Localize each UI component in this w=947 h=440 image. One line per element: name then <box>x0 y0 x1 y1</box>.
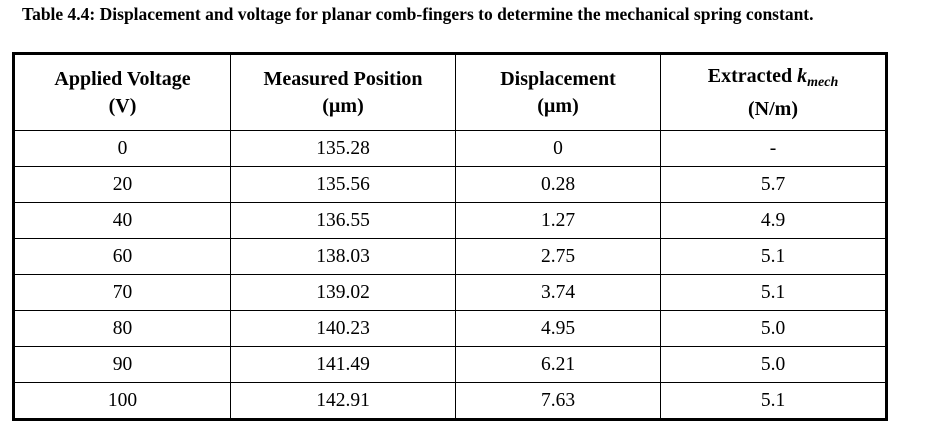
table-cell: 1.27 <box>455 202 661 239</box>
header-cell: Displacement (µm) <box>455 53 661 131</box>
table-cell: 5.1 <box>660 274 887 311</box>
table-cell: 139.02 <box>230 274 456 311</box>
table-cell: - <box>660 130 887 167</box>
table-cell: 6.21 <box>455 346 661 383</box>
header-subscript: mech <box>807 74 839 90</box>
header-unit: (V) <box>108 94 137 117</box>
header-cell: Measured Position (µm) <box>230 53 456 131</box>
table-caption: Table 4.4: Displacement and voltage for … <box>22 4 814 24</box>
table-cell: 70 <box>13 274 231 311</box>
table-cell: 20 <box>13 166 231 203</box>
table-cell: 3.74 <box>455 274 661 311</box>
header-text: Applied Voltage <box>54 67 191 90</box>
header-line: Measured Position <box>231 66 455 93</box>
table-cell: 0 <box>455 130 661 167</box>
header-row: Applied Voltage (V) Measured Position (µm) D… <box>13 53 887 131</box>
table-cell: 4.9 <box>660 202 887 239</box>
table-row: 90 141.49 6.21 5.0 <box>13 346 887 383</box>
table-row: 40 136.55 1.27 4.9 <box>13 202 887 239</box>
header-text: Displacement <box>500 67 616 90</box>
table-cell: 90 <box>13 346 231 383</box>
table-cell: 141.49 <box>230 346 456 383</box>
table-cell: 5.7 <box>660 166 887 203</box>
table-row: 80 140.23 4.95 5.0 <box>13 310 887 347</box>
table-cell: 140.23 <box>230 310 456 347</box>
table-cell: 0.28 <box>455 166 661 203</box>
header-line: Extracted kmech <box>661 63 885 96</box>
header-unit: (N/m) <box>748 97 798 120</box>
table-cell: 5.1 <box>660 238 887 275</box>
table-cell: 0 <box>13 130 231 167</box>
table-cell: 4.95 <box>455 310 661 347</box>
table-cell: 40 <box>13 202 231 239</box>
table-cell: 142.91 <box>230 382 456 420</box>
table-cell: 5.0 <box>660 310 887 347</box>
table-cell: 2.75 <box>455 238 661 275</box>
header-line: Displacement <box>456 66 660 93</box>
table-cell: 100 <box>13 382 231 420</box>
header-symbol: k <box>797 64 808 87</box>
table-cell: 5.0 <box>660 346 887 383</box>
table-cell: 135.28 <box>230 130 456 167</box>
table-cell: 138.03 <box>230 238 456 275</box>
header-line: Applied Voltage <box>15 66 230 93</box>
table-row: 100 142.91 7.63 5.1 <box>13 382 887 420</box>
table-cell: 136.55 <box>230 202 456 239</box>
table-cell: 60 <box>13 238 231 275</box>
table-row: 60 138.03 2.75 5.1 <box>13 238 887 275</box>
header-text: Measured Position <box>263 67 423 90</box>
table-row: 70 139.02 3.74 5.1 <box>13 274 887 311</box>
header-cell: Extracted kmech (N/m) <box>660 53 887 131</box>
data-table: Applied Voltage (V) Measured Position (µm) D… <box>12 52 888 421</box>
table-cell: 135.56 <box>230 166 456 203</box>
header-unit: (µm) <box>537 94 579 117</box>
table-header: Applied Voltage (V) Measured Position (µm) D… <box>13 53 887 131</box>
table-row: 0 135.28 0- <box>13 130 887 167</box>
header-text: Extracted <box>707 64 793 87</box>
table-body: 0 135.28 0-20 135.56 0.28 5.7 40 136.55 1.27 4.9 6… <box>13 130 887 420</box>
table-cell: 80 <box>13 310 231 347</box>
header-unit: (µm) <box>322 94 364 117</box>
table-cell: 5.1 <box>660 382 887 420</box>
table-row: 20 135.56 0.28 5.7 <box>13 166 887 203</box>
header-cell: Applied Voltage (V) <box>13 53 231 131</box>
table-cell: 7.63 <box>455 382 661 420</box>
